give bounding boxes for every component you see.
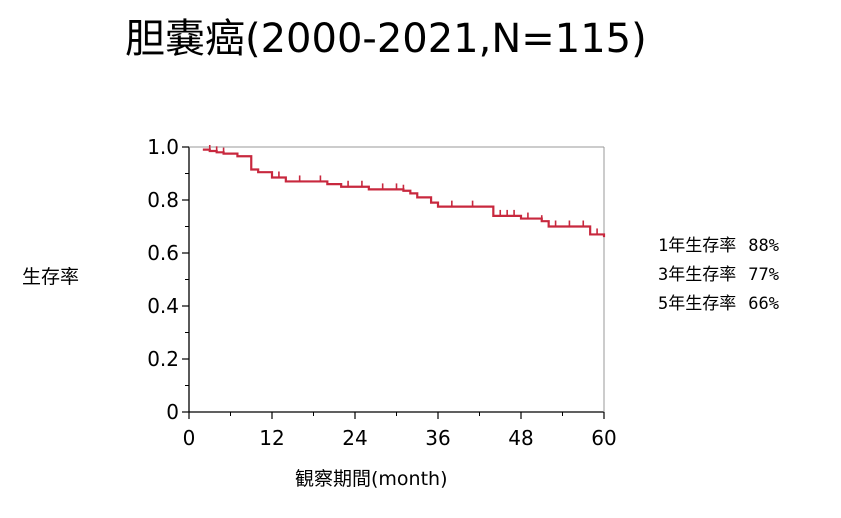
x-tick-label: 12 [259,426,284,450]
x-tick-label: 0 [183,426,196,450]
survival-stats: 1年生存率 88% 3年生存率 77% 5年生存率 66% [658,232,779,319]
stat-label: 3年生存率 [658,265,737,285]
y-tick-label: 0.8 [147,188,179,212]
series-group [202,148,606,238]
x-tick-label: 60 [591,426,616,450]
x-tick-label: 24 [342,426,367,450]
stat-label: 1年生存率 [658,236,737,256]
y-axis-ticks: 0 0.2 0.4 0.6 0.8 1.0 [147,135,189,424]
stat-row-5yr: 5年生存率 66% [658,290,779,319]
y-tick-label: 0.4 [147,294,179,318]
censor-marks [208,144,598,235]
x-axis-ticks: 0 12 24 36 48 60 [183,412,617,450]
x-tick-label: 36 [425,426,450,450]
chart-title: 胆嚢癌(2000-2021,N=115) [125,16,647,62]
y-axis-label: 生存率 [22,266,80,288]
stat-value: 88% [748,236,779,256]
stat-row-3yr: 3年生存率 77% [658,261,779,290]
stat-label: 5年生存率 [658,294,737,314]
x-tick-label: 48 [508,426,533,450]
y-tick-label: 0 [166,400,179,424]
y-tick-label: 0.2 [147,347,179,371]
stat-value: 66% [748,294,779,314]
stat-value: 77% [748,265,779,285]
survival-curve [202,148,606,238]
x-axis-label: 観察期間(month) [295,468,448,490]
y-tick-label: 1.0 [147,135,179,159]
y-tick-label: 0.6 [147,241,179,265]
stat-row-1yr: 1年生存率 88% [658,232,779,261]
